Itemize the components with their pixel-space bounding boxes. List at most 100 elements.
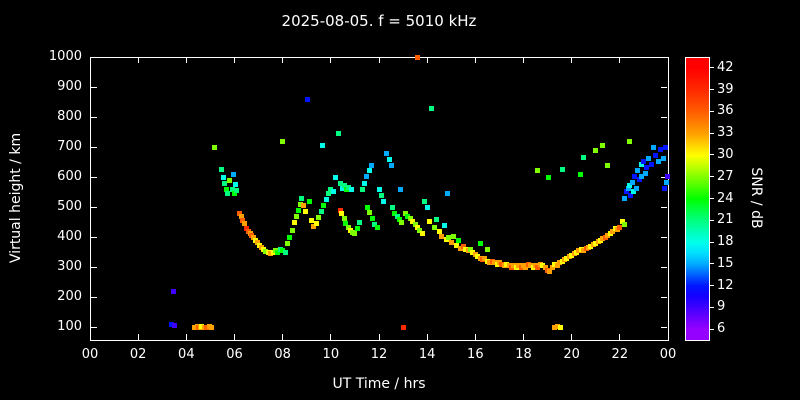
y-tick-label: 700 — [57, 139, 82, 154]
scatter-point — [600, 143, 606, 148]
colorbar-tick-mark — [710, 132, 714, 134]
scatter-point — [376, 186, 382, 192]
y-tick-mark — [91, 296, 97, 298]
scatter-point — [381, 198, 387, 204]
scatter-point — [330, 188, 336, 194]
scatter-point — [434, 216, 440, 222]
scatter-point — [297, 201, 303, 207]
scatter-point — [230, 171, 236, 177]
scatter-point — [545, 174, 551, 180]
scatter-point — [372, 221, 378, 227]
scatter-point — [254, 239, 260, 245]
scatter-point — [625, 185, 631, 191]
scatter-point — [234, 188, 240, 193]
scatter-point — [646, 155, 652, 161]
y-tick-label: 600 — [57, 169, 82, 184]
x-axis-label: UT Time / hrs — [332, 376, 426, 392]
x-tick-mark-top — [185, 57, 187, 63]
scatter-point — [287, 234, 293, 240]
scatter-point — [313, 221, 319, 226]
scatter-point — [282, 249, 288, 255]
scatter-point — [229, 186, 235, 192]
scatter-point — [364, 173, 370, 179]
scatter-point — [232, 191, 237, 196]
scatter-point — [211, 144, 217, 150]
y-tick-mark — [91, 116, 97, 118]
scatter-point — [453, 242, 459, 248]
scatter-point — [378, 192, 384, 198]
scatter-point — [400, 324, 406, 330]
x-tick-mark-top — [234, 57, 235, 63]
scatter-point — [236, 210, 242, 216]
scatter-point — [477, 240, 483, 246]
scatter-point — [340, 185, 346, 191]
scatter-point — [628, 192, 634, 198]
x-tick-label: 16 — [467, 347, 484, 362]
scatter-point — [422, 198, 428, 204]
x-tick-label: 14 — [418, 347, 436, 362]
scatter-point — [342, 182, 348, 188]
x-tick-mark — [234, 334, 235, 340]
x-tick-mark-top — [619, 57, 621, 63]
scatter-point — [223, 186, 229, 192]
scatter-point — [341, 215, 347, 221]
scatter-point — [367, 209, 373, 215]
scatter-point — [306, 198, 312, 204]
colorbar-tick-mark — [710, 263, 714, 265]
scatter-point — [439, 233, 445, 239]
scatter-point — [337, 180, 343, 186]
scatter-point — [643, 164, 649, 170]
scatter-point — [407, 215, 413, 221]
scatter-point — [663, 179, 669, 185]
scatter-point — [523, 264, 529, 270]
scatter-point — [635, 167, 641, 173]
scatter-point — [233, 182, 239, 187]
scatter-point — [554, 323, 560, 329]
scatter-point — [535, 264, 541, 270]
y-tick-mark — [91, 266, 97, 268]
scatter-point — [436, 228, 442, 234]
scatter-point — [389, 162, 395, 168]
x-tick-mark-top — [571, 57, 573, 63]
scatter-point — [660, 155, 666, 161]
scatter-point — [651, 144, 657, 150]
scatter-point — [632, 173, 638, 179]
scatter-point — [639, 173, 645, 179]
x-tick-mark — [89, 334, 91, 340]
scatter-point — [209, 324, 215, 330]
colorbar-tick-mark — [710, 154, 714, 156]
scatter-point — [424, 204, 430, 210]
y-tick-label: 1000 — [48, 49, 82, 64]
x-tick-mark — [378, 334, 380, 340]
scatter-point — [415, 224, 421, 230]
scatter-point — [622, 195, 628, 201]
x-tick-mark — [474, 334, 476, 340]
scatter-point — [460, 243, 466, 249]
y-tick-label: 400 — [57, 229, 82, 244]
y-tick-label: 800 — [57, 109, 82, 124]
scatter-point — [610, 228, 616, 234]
scatter-point — [626, 138, 632, 144]
scatter-point — [624, 188, 630, 194]
scatter-point — [619, 218, 625, 224]
scatter-point — [475, 253, 481, 259]
scatter-point — [374, 224, 380, 230]
scatter-point — [364, 204, 370, 210]
scatter-point — [622, 221, 628, 227]
y-tick-label: 500 — [57, 199, 82, 214]
scatter-point — [359, 186, 365, 192]
scatter-point — [468, 246, 474, 252]
scatter-point — [348, 187, 354, 193]
scatter-point — [627, 182, 633, 188]
scatter-point — [292, 219, 298, 225]
scatter-point — [653, 152, 659, 158]
scatter-point — [392, 210, 398, 216]
scatter-point — [655, 158, 661, 164]
x-tick-mark-top — [378, 57, 380, 63]
scatter-point — [402, 210, 408, 216]
colorbar-tick-mark — [710, 110, 714, 112]
colorbar-tick-mark — [710, 176, 714, 178]
x-tick-label: 00 — [81, 347, 99, 362]
y-tick-mark-right — [661, 296, 667, 298]
colorbar-tick-mark — [710, 89, 714, 91]
